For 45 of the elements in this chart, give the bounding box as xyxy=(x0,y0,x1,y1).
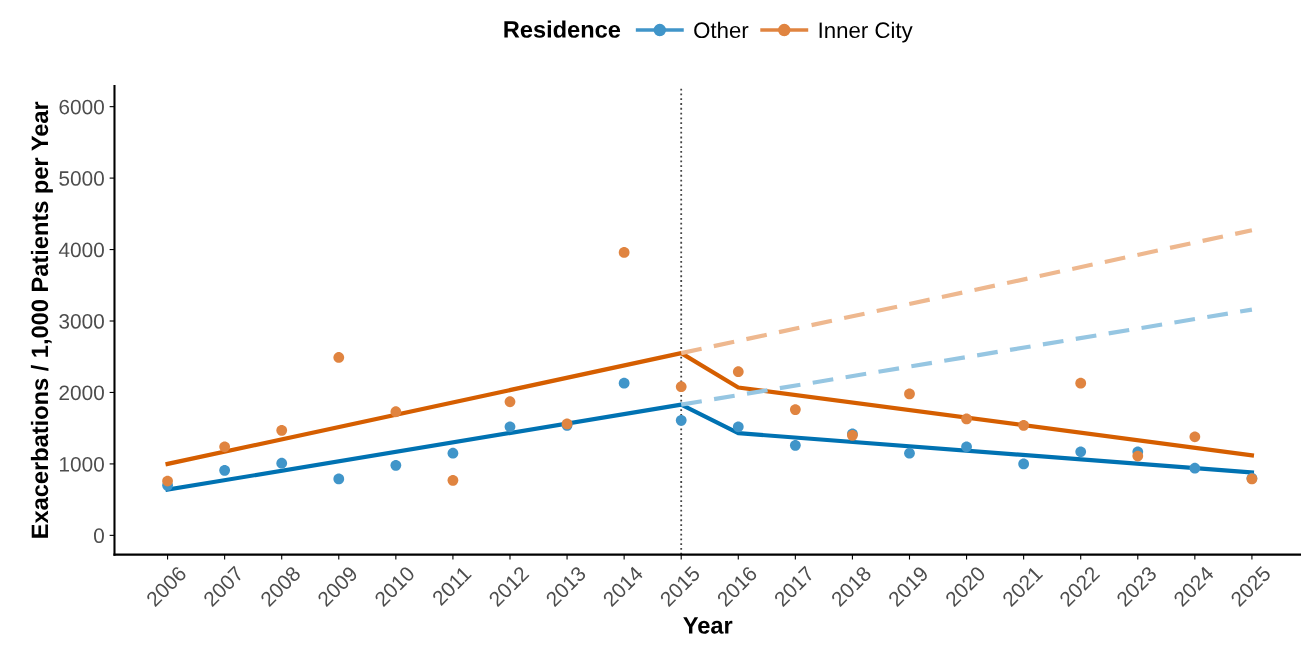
legend-title: Residence xyxy=(504,20,621,38)
point xyxy=(1018,458,1030,470)
x-axis-title: Year xyxy=(683,617,733,634)
point xyxy=(219,441,231,453)
point xyxy=(447,447,459,459)
point xyxy=(390,459,402,471)
point xyxy=(618,377,630,389)
point xyxy=(447,474,459,486)
point xyxy=(675,414,687,426)
point xyxy=(276,457,288,469)
point xyxy=(961,441,972,453)
point xyxy=(504,396,516,408)
legend-label: Inner City xyxy=(819,21,913,43)
point xyxy=(219,464,231,476)
y-tick-label: 2000 xyxy=(59,385,104,401)
point xyxy=(390,406,402,418)
point xyxy=(162,475,173,487)
point xyxy=(333,473,345,485)
point xyxy=(732,421,744,433)
y-tick-label: 0 xyxy=(93,528,104,544)
point xyxy=(904,388,915,400)
y-axis-title: Exacerbations / 1,000 Patients per Year xyxy=(30,101,53,538)
y-tick-label: 5000 xyxy=(59,171,104,186)
point xyxy=(276,424,288,436)
point xyxy=(1075,377,1087,389)
point xyxy=(675,381,687,393)
y-tick-label: 4000 xyxy=(58,242,104,258)
point xyxy=(504,421,516,433)
point xyxy=(333,352,345,363)
point xyxy=(1189,462,1201,474)
point xyxy=(904,447,915,459)
y-tick-label: 3000 xyxy=(59,314,104,329)
point xyxy=(1075,446,1087,458)
point xyxy=(1189,431,1201,443)
point xyxy=(618,247,630,258)
point xyxy=(1018,419,1030,431)
line-series xyxy=(165,351,1255,466)
point xyxy=(732,366,744,378)
legend-label: Other xyxy=(694,21,749,39)
y-tick-label: 6000 xyxy=(59,99,104,115)
point xyxy=(1132,450,1144,462)
point xyxy=(789,404,801,415)
point xyxy=(789,439,801,451)
y-tick-label: 1000 xyxy=(60,456,104,472)
point xyxy=(961,413,972,425)
